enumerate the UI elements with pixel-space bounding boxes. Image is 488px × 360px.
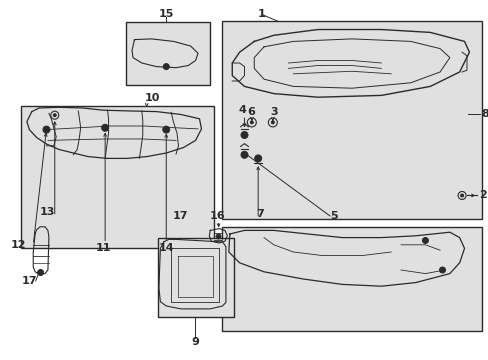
Circle shape [422, 238, 427, 243]
Text: 3: 3 [269, 107, 277, 117]
Text: 14: 14 [158, 243, 174, 253]
Bar [126, 22, 210, 85]
Text: 12: 12 [11, 240, 26, 250]
Text: 7: 7 [256, 209, 264, 219]
Circle shape [163, 64, 169, 69]
Text: 8: 8 [481, 109, 488, 120]
Text: 11: 11 [96, 243, 111, 253]
Bar [158, 238, 233, 317]
Circle shape [241, 151, 247, 158]
Text: 13: 13 [40, 207, 55, 217]
Circle shape [102, 124, 108, 131]
Text: 5: 5 [330, 211, 338, 221]
Circle shape [163, 126, 169, 133]
Text: 1: 1 [257, 9, 265, 19]
Bar [20, 106, 213, 248]
Text: 10: 10 [144, 93, 160, 103]
Circle shape [460, 194, 463, 197]
Bar [222, 227, 481, 331]
Circle shape [53, 114, 56, 117]
Text: 9: 9 [191, 337, 199, 347]
Text: 17: 17 [21, 276, 37, 286]
Circle shape [254, 155, 261, 162]
Bar [222, 21, 481, 219]
Circle shape [241, 131, 247, 139]
Circle shape [250, 121, 253, 124]
Text: 15: 15 [158, 9, 174, 19]
Text: 16: 16 [209, 211, 225, 221]
Circle shape [271, 121, 274, 124]
Circle shape [216, 234, 221, 239]
Circle shape [43, 126, 50, 133]
Text: 6: 6 [247, 107, 255, 117]
Text: 2: 2 [478, 190, 486, 201]
Circle shape [38, 270, 43, 275]
Circle shape [439, 267, 445, 273]
Text: 4: 4 [238, 105, 246, 115]
Text: 17: 17 [172, 211, 187, 221]
